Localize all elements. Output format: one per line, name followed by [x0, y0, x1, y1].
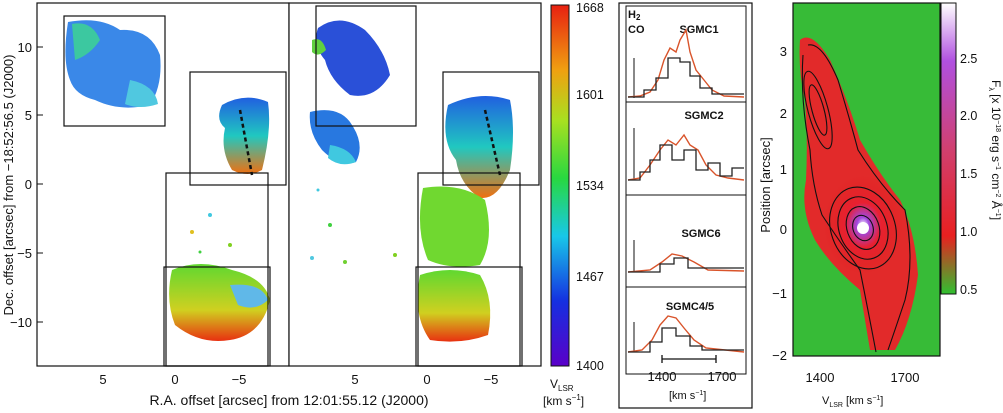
colorbar-tick: 1534 — [576, 179, 604, 193]
legend-co: CO — [628, 24, 645, 36]
map-ytick: 0 — [25, 177, 32, 192]
spectrum-sgmc1: SGMC1 — [625, 5, 747, 103]
colorbar-label-units: [km s−1] — [543, 393, 584, 408]
pv-diagram: 3 2 1 0 −1 −2 Position [arcsec] 1400 170… — [758, 2, 941, 409]
map-y-axis: 10 5 0 −5 −10 Dec. offset [arcsec] from … — [1, 40, 43, 330]
colorbar-tick: 1601 — [576, 88, 604, 102]
spectrum-label: SGMC4/5 — [666, 301, 714, 313]
spectra-panel: H2 CO SGMC1 SGMC2 SGMC6 — [618, 2, 753, 409]
spectrum-sgmc45: SGMC4/5 — [625, 286, 747, 375]
map-xtick: −5 — [484, 372, 499, 387]
map-ytick: 10 — [18, 40, 32, 55]
region-sgmc4-map-2 — [417, 270, 491, 342]
region-blue-clump — [316, 20, 390, 96]
map-x-axis: 5 0 −5 5 0 −5 R.A. offset [arcsec] from … — [99, 372, 498, 408]
spectrum-label: SGMC6 — [681, 228, 720, 240]
map-xtick: 5 — [99, 372, 106, 387]
region-sgmc1-map-1 — [219, 97, 270, 174]
pv-y-label: Position [arcsec] — [758, 137, 773, 232]
spectrum-label: SGMC1 — [679, 24, 718, 36]
map-xtick: 0 — [423, 372, 430, 387]
map-ytick: −10 — [10, 315, 32, 330]
map-xtick: 0 — [171, 372, 178, 387]
pv-cbar-label: Fλ [x 10−18 erg s−1 cm−2 Å−1] — [987, 80, 1003, 220]
pv-x-label: VLSR [km s−1] — [822, 395, 883, 409]
pv-cbar-tick: 1.0 — [960, 225, 977, 239]
pv-ytick: 1 — [780, 162, 787, 177]
spectrum-label: SGMC2 — [684, 110, 723, 122]
velocity-map-panel-2 — [288, 2, 542, 367]
map-ytick: −5 — [17, 246, 32, 261]
colorbar-tick: 1668 — [576, 1, 604, 15]
pv-ytick: 0 — [780, 222, 787, 237]
spectra-xtick: 1400 — [648, 369, 677, 384]
velocity-map-panel-1 — [36, 2, 290, 367]
map-xtick: 5 — [351, 372, 358, 387]
colorbar-tick: 1400 — [576, 359, 604, 373]
spectra-x-unit: [km s−1] — [669, 390, 706, 402]
colorbar-label-vlsr: VLSR — [550, 377, 574, 393]
colorbar-tick: 1467 — [576, 270, 604, 284]
legend-h2: H2 — [628, 9, 641, 22]
pv-colorbar: 2.5 2.0 1.5 1.0 0.5 Fλ [x 10−18 erg s−1 … — [940, 2, 1003, 297]
spectra-xtick: 1700 — [708, 369, 737, 384]
pv-ytick: −2 — [772, 348, 787, 363]
pv-cbar-tick: 2.0 — [960, 109, 977, 123]
pv-xtick: 1700 — [891, 370, 920, 385]
map-x-label: R.A. offset [arcsec] from 12:01:55.12 (J… — [149, 392, 428, 408]
region-sgmc4-map-1 — [169, 264, 270, 341]
pv-xtick: 1400 — [806, 370, 835, 385]
pv-ytick: 2 — [780, 106, 787, 121]
map-xtick: −5 — [232, 372, 247, 387]
pv-cbar-tick: 2.5 — [960, 52, 977, 66]
map-y-label: Dec. offset [arcsec] from −18:52:56.5 (J… — [1, 55, 16, 316]
pv-cbar-tick: 1.5 — [960, 167, 977, 181]
pv-ytick: −1 — [772, 286, 787, 301]
velocity-colorbar: 1668 1601 1534 1467 1400 VLSR [km s−1] — [543, 1, 604, 408]
pv-cbar-tick: 0.5 — [960, 283, 977, 297]
map-ytick: 5 — [25, 108, 32, 123]
pv-ytick: 3 — [780, 44, 787, 59]
